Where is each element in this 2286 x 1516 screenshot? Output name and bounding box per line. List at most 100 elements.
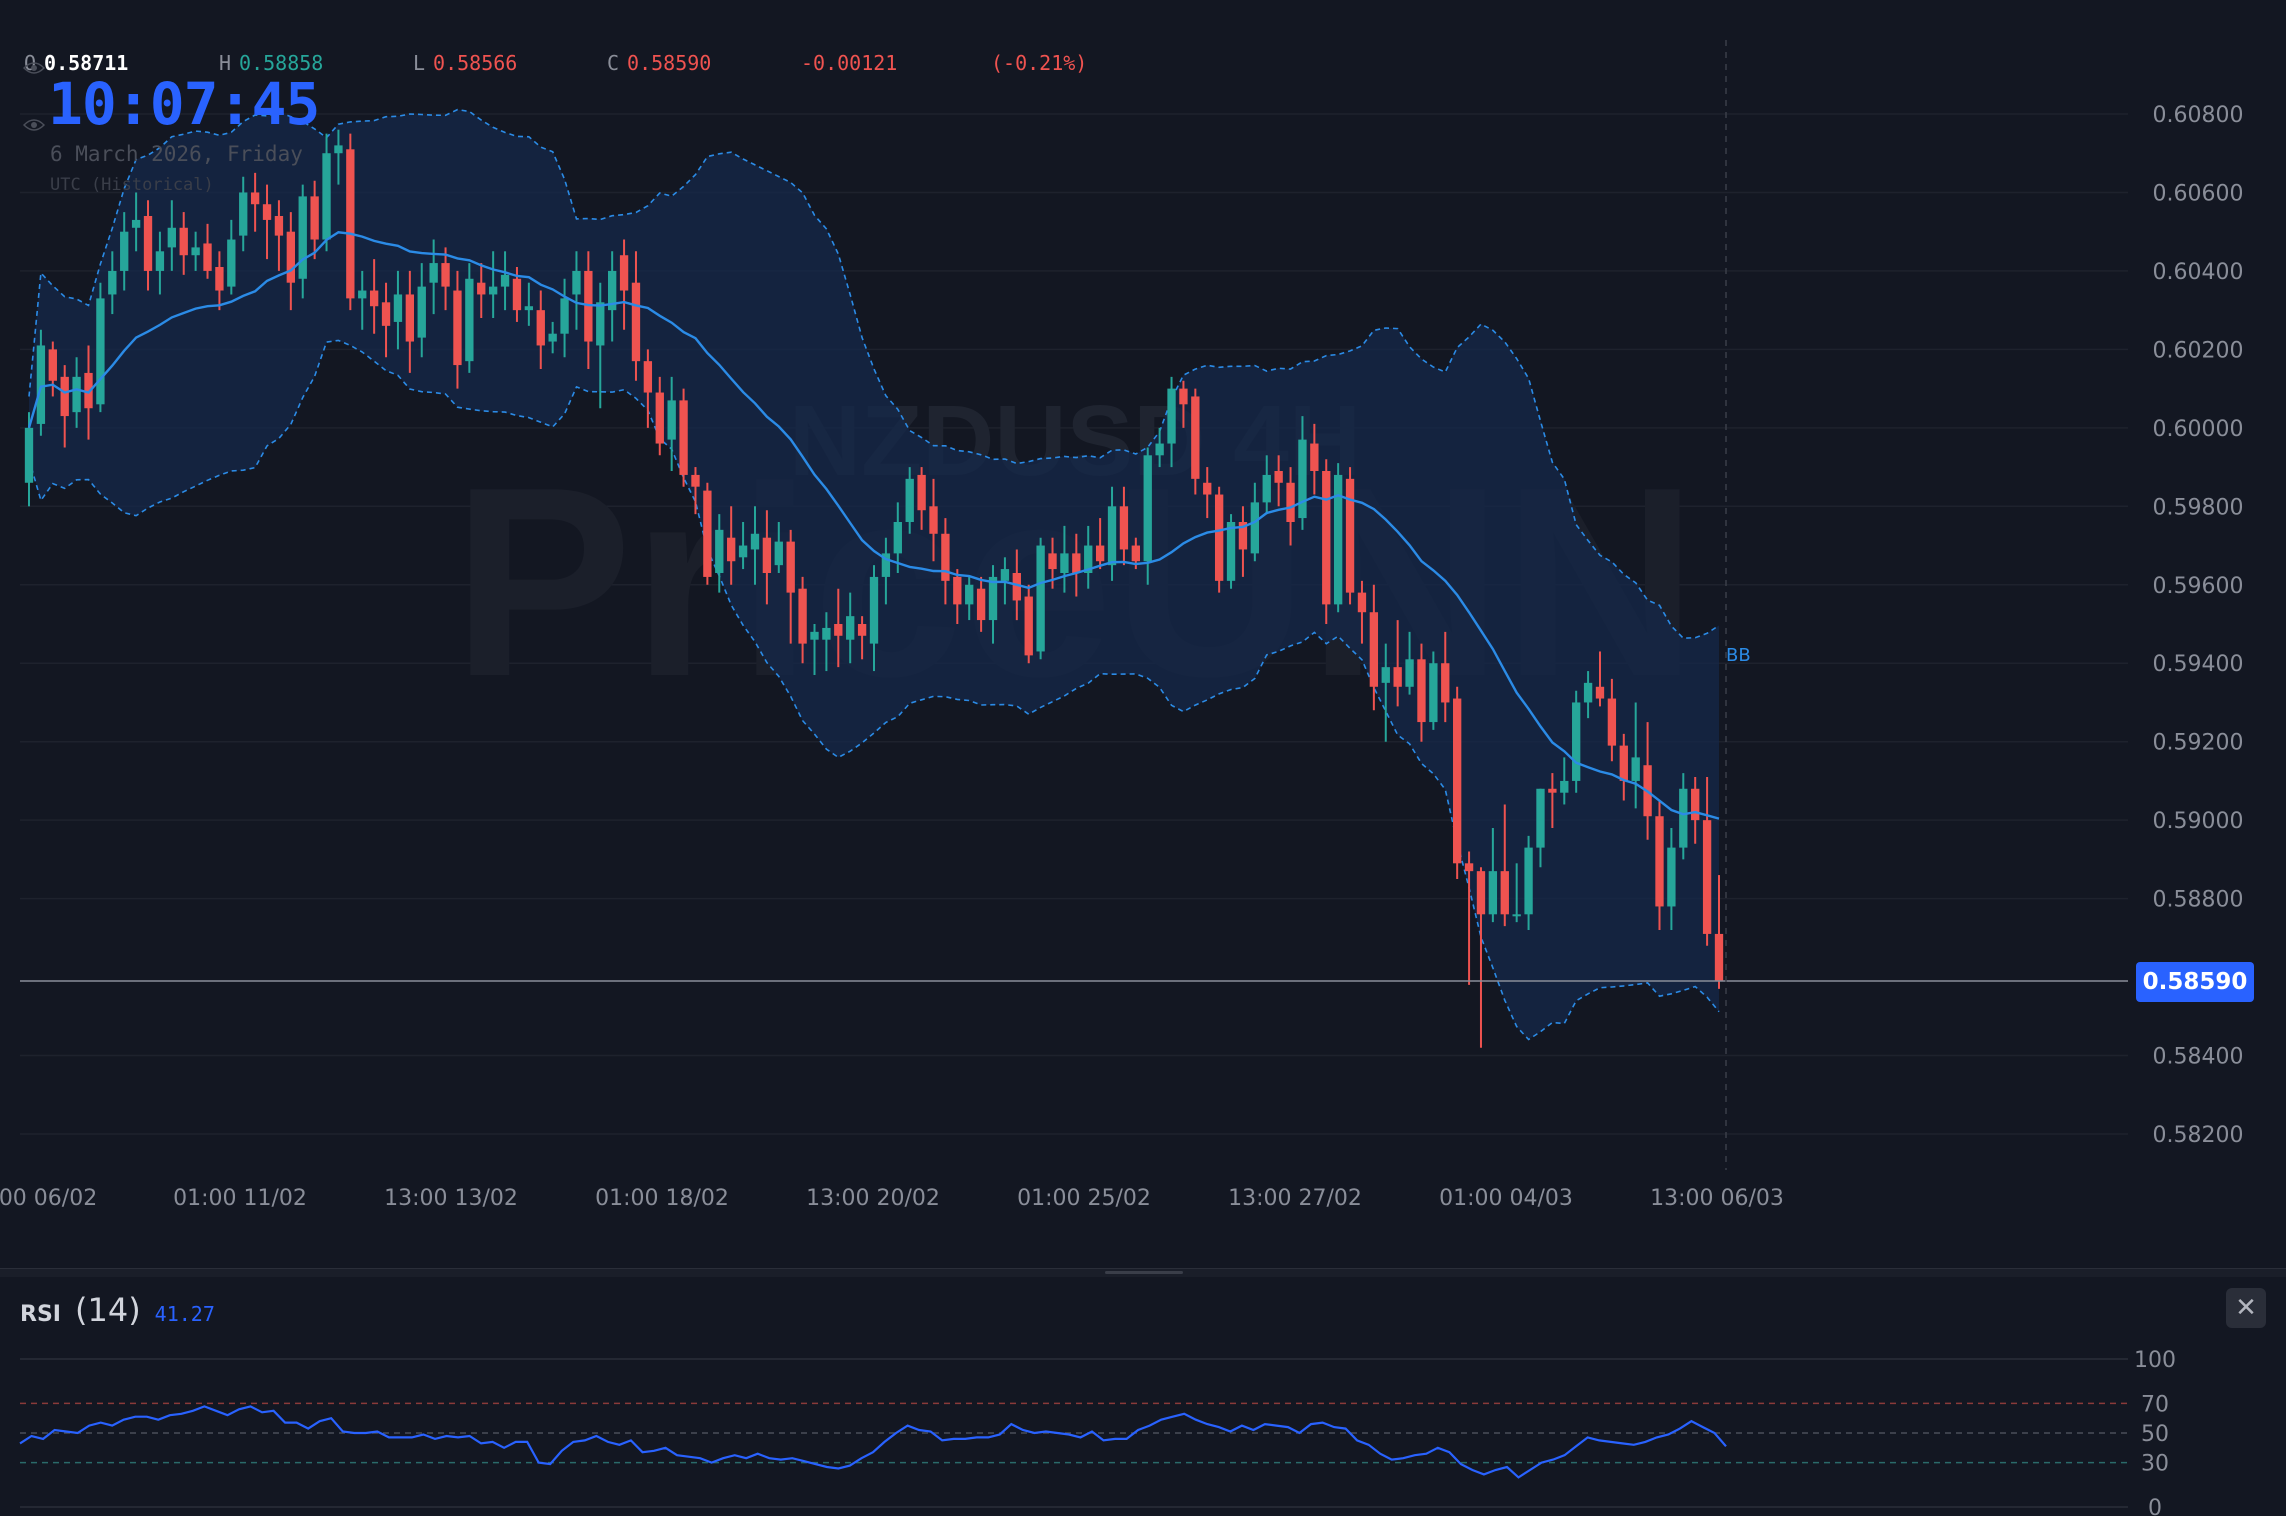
candle	[727, 506, 736, 585]
candle	[715, 514, 724, 593]
candle-body	[60, 376, 69, 417]
candle-body	[774, 541, 783, 566]
candle-body	[976, 588, 986, 621]
candle-body	[191, 247, 200, 256]
candle	[965, 576, 974, 621]
candle-body	[953, 576, 962, 605]
candle	[500, 251, 510, 311]
candle-body	[608, 270, 617, 311]
candle	[179, 212, 188, 275]
candle-body	[310, 196, 319, 240]
candle	[1262, 455, 1271, 515]
candle-body	[286, 231, 295, 283]
price-tick-label: 0.58400	[2153, 1045, 2244, 1070]
candle	[358, 270, 367, 330]
candle-body	[786, 541, 795, 593]
low-key: L	[413, 51, 426, 75]
candle	[893, 502, 902, 573]
candle-body	[1000, 569, 1010, 581]
candle	[453, 270, 462, 389]
candle-body	[488, 286, 498, 295]
candle	[1333, 463, 1343, 613]
candle	[691, 467, 700, 515]
candle-body	[1536, 788, 1545, 848]
candle-body	[167, 227, 176, 248]
rsi-level-label: 50	[2141, 1422, 2169, 1447]
candle-body	[703, 490, 712, 577]
candle-body	[1429, 663, 1438, 723]
candle	[1512, 863, 1521, 923]
candle	[298, 184, 307, 299]
candle-body	[762, 537, 772, 573]
candle	[1595, 651, 1605, 707]
candle	[1619, 733, 1628, 801]
candle-body	[1405, 659, 1414, 687]
candle	[631, 251, 641, 381]
candle-body	[917, 474, 926, 511]
pane-separator[interactable]	[0, 1268, 2286, 1277]
candle	[1702, 777, 1712, 946]
candle-body	[1107, 506, 1117, 566]
candle	[1036, 537, 1045, 660]
candle	[798, 576, 807, 664]
candle-body	[1679, 788, 1688, 848]
candle	[917, 467, 926, 530]
candle	[1488, 828, 1498, 923]
candle	[822, 612, 831, 672]
candle	[1714, 875, 1724, 989]
candle-body	[239, 192, 248, 236]
rsi-chart[interactable]: 100 70 50 30 0	[0, 1283, 2286, 1516]
candle	[1060, 525, 1069, 593]
candle-body	[1048, 553, 1057, 570]
candle-body	[738, 545, 748, 558]
candle-body	[358, 290, 367, 299]
candle	[429, 239, 438, 315]
candle-body	[822, 627, 831, 640]
candle	[60, 365, 69, 448]
candle	[286, 212, 295, 311]
candle-body	[1548, 788, 1557, 793]
candles	[24, 129, 1724, 1048]
candle	[1607, 678, 1617, 762]
rsi-param: (14)	[74, 1291, 141, 1329]
rsi-line	[19, 1405, 1727, 1479]
price-tick-label: 0.59400	[2153, 652, 2244, 677]
candle-body	[1357, 592, 1367, 613]
low-value: 0.58566	[433, 51, 518, 75]
close-rsi-pane-button[interactable]: ✕	[2226, 1288, 2266, 1328]
candle	[108, 251, 117, 315]
candle	[679, 388, 688, 487]
candle-body	[1333, 474, 1343, 605]
bb-indicator-label[interactable]: BB	[1726, 645, 1751, 666]
eye-icon[interactable]	[23, 118, 45, 132]
candle-body	[250, 192, 260, 205]
candle	[1298, 416, 1307, 530]
candle	[881, 537, 891, 605]
candle	[596, 282, 605, 409]
candle-body	[905, 478, 914, 522]
candle-body	[548, 333, 557, 342]
change-value: -0.00121	[801, 51, 898, 75]
eye-icon[interactable]	[23, 61, 45, 75]
candle-body	[84, 372, 93, 409]
candle	[1226, 514, 1236, 589]
candle-body	[334, 145, 343, 154]
price-chart[interactable]: PriceUNN NZDUSD 4H 0.608000.606000.60400…	[0, 0, 2286, 1250]
candle	[560, 278, 569, 358]
candle-body	[465, 278, 474, 362]
price-tick-label: 0.59200	[2153, 731, 2244, 756]
candle-body	[1464, 863, 1474, 872]
open-value: 0.58711	[44, 51, 129, 75]
candle-body	[298, 196, 307, 279]
candle-body	[1524, 847, 1533, 915]
rsi-value: 41.27	[154, 1302, 215, 1326]
candle-body	[1072, 553, 1081, 573]
candle	[1667, 828, 1676, 930]
candle-body	[1119, 506, 1129, 550]
rsi-axis: 100 70 50 30 0	[2134, 1348, 2176, 1516]
pane-resize-handle[interactable]	[1105, 1271, 1183, 1274]
candle-body	[1084, 545, 1093, 573]
candle	[1322, 459, 1331, 624]
candle-body	[596, 302, 605, 346]
price-tick-label: 0.59800	[2153, 495, 2244, 520]
